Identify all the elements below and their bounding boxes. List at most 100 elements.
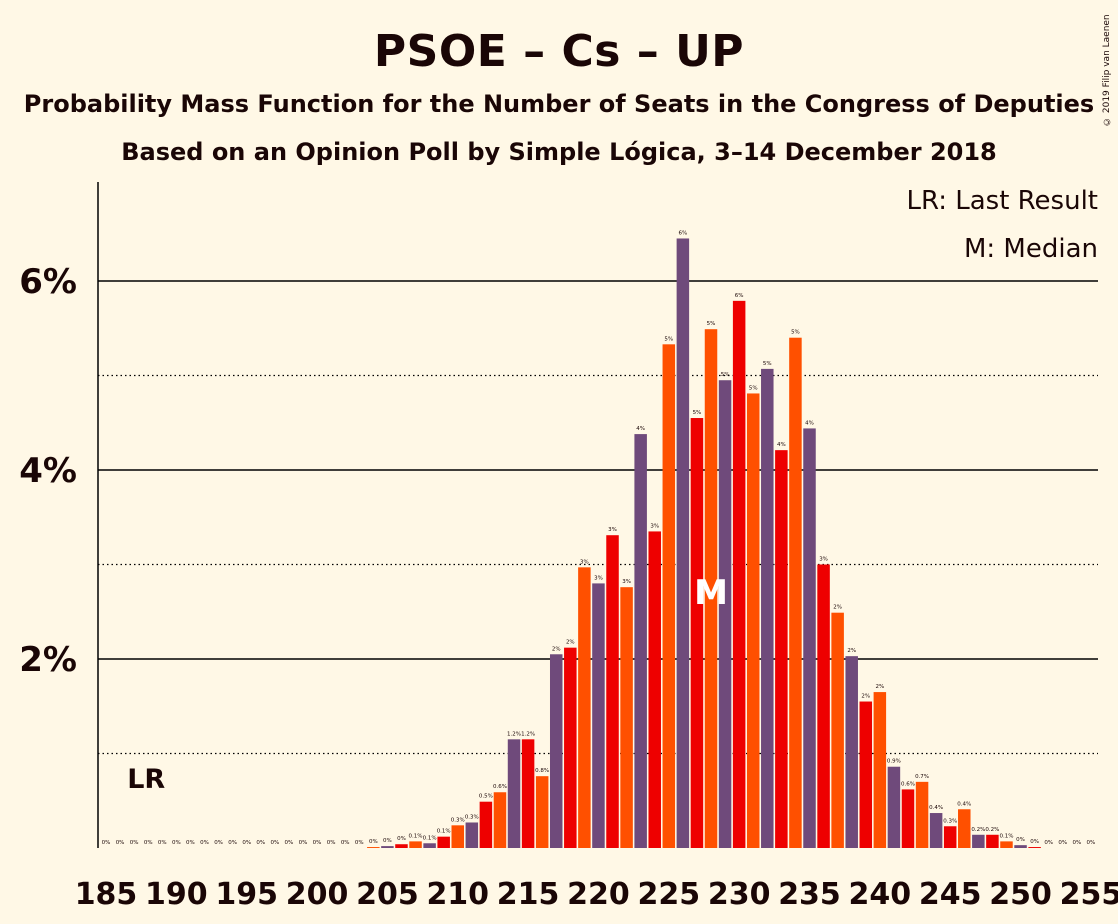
bar-label-seat-228: 5% — [707, 321, 716, 327]
bar-seat-213 — [493, 792, 507, 848]
bar-label-seat-212: 0.5% — [479, 794, 493, 800]
bar-seat-215 — [521, 739, 535, 848]
legend-median: M: Median — [963, 234, 1098, 264]
bar-label-seat-205: 0% — [383, 838, 392, 844]
bar-seat-220 — [592, 583, 605, 848]
bar-label-seat-239: 2% — [861, 694, 870, 700]
x-tick-label: 185 — [75, 877, 138, 912]
bar-label-seat-222: 3% — [622, 579, 631, 585]
bar-label-seat-198: 0% — [285, 840, 294, 846]
y-tick-label: 6% — [19, 262, 77, 302]
bar-seat-244 — [929, 813, 943, 848]
bar-label-seat-251: 0% — [1030, 839, 1039, 845]
bar-seat-232 — [761, 368, 774, 848]
bar-label-seat-243: 0.7% — [915, 774, 929, 780]
bar-seat-229 — [718, 380, 732, 848]
bar-seat-251 — [1028, 847, 1041, 848]
bar-label-seat-250: 0% — [1016, 837, 1025, 843]
bar-label-seat-254: 0% — [1072, 840, 1081, 846]
bar-seat-216 — [535, 776, 549, 848]
bar-label-seat-235: 4% — [805, 420, 814, 426]
bar-label-seat-238: 2% — [847, 648, 856, 654]
bar-label-seat-241: 0.9% — [887, 759, 901, 765]
bar-seat-235 — [803, 428, 816, 848]
bar-label-seat-242: 0.6% — [901, 781, 915, 787]
bar-label-seat-185: 0% — [102, 840, 111, 846]
bar-seat-231 — [746, 393, 760, 848]
bar-label-seat-221: 3% — [608, 527, 617, 533]
bar-seat-228 — [704, 329, 718, 848]
bar-label-seat-196: 0% — [256, 840, 265, 846]
bar-seat-246 — [958, 809, 971, 848]
bar-seat-247 — [972, 834, 985, 848]
bar-label-seat-186: 0% — [116, 840, 125, 846]
chart-subtitle-2: Based on an Opinion Poll by Simple Lógic… — [121, 138, 997, 166]
bar-label-seat-210: 0.3% — [451, 817, 465, 823]
bar-seat-243 — [915, 781, 929, 848]
bar-seat-206 — [395, 844, 408, 848]
y-tick-labels: 2% 4% 6% — [19, 262, 77, 680]
bar-label-seat-195: 0% — [242, 840, 251, 846]
bar-label-seat-226: 6% — [679, 230, 688, 236]
bar-label-seat-214: 1.2% — [507, 731, 521, 737]
bar-seat-212 — [479, 801, 493, 848]
bar-label-seat-191: 0% — [186, 840, 195, 846]
bar-label-seat-197: 0% — [270, 840, 279, 846]
bar-label-seat-219: 3% — [580, 559, 589, 565]
bar-labels: 0% 0% 0% 0% 0% 0% 0% 0% 0% 0% 0% 0% 0% 0% 0% 0% 0% 0% 0% 0%… — [102, 230, 1096, 846]
x-tick-label: 250 — [989, 877, 1052, 912]
bar-seat-242 — [901, 789, 915, 848]
bar-label-seat-192: 0% — [200, 840, 209, 846]
x-tick-label: 225 — [637, 877, 700, 912]
bar-label-seat-255: 0% — [1087, 840, 1096, 846]
bar-seat-217 — [549, 654, 563, 848]
bar-label-seat-189: 0% — [158, 840, 167, 846]
bar-label-seat-245: 0.3% — [943, 818, 957, 824]
legend-last-result: LR: Last Result — [906, 186, 1098, 216]
x-tick-label: 200 — [286, 877, 349, 912]
bar-seat-214 — [507, 739, 521, 848]
x-tick-label: 215 — [497, 877, 560, 912]
bar-label-seat-237: 2% — [833, 605, 842, 611]
bar-label-seat-252: 0% — [1044, 840, 1053, 846]
x-tick-label: 205 — [356, 877, 419, 912]
bar-seat-225 — [662, 344, 676, 848]
bar-seat-211 — [465, 822, 479, 848]
bar-seat-223 — [634, 434, 647, 848]
bar-seat-207 — [409, 841, 422, 848]
bar-seat-237 — [831, 612, 844, 848]
x-tick-label: 190 — [145, 877, 208, 912]
bar-label-seat-220: 3% — [594, 575, 603, 581]
x-tick-label: 230 — [708, 877, 771, 912]
bar-label-seat-248: 0.2% — [985, 827, 999, 833]
bar-seat-233 — [775, 450, 788, 848]
bar-label-seat-203: 0% — [355, 840, 364, 846]
bar-seat-249 — [1000, 841, 1013, 848]
bar-label-seat-227: 5% — [693, 410, 702, 416]
bar-label-seat-247: 0.2% — [971, 827, 985, 833]
bar-label-seat-225: 5% — [664, 336, 673, 342]
x-tick-label: 195 — [215, 877, 278, 912]
bar-seat-224 — [648, 531, 661, 848]
bar-label-seat-229: 5% — [721, 372, 730, 378]
x-tick-label: 220 — [567, 877, 630, 912]
bar-label-seat-233: 4% — [777, 442, 786, 448]
bar-label-seat-217: 2% — [552, 646, 561, 652]
bar-label-seat-215: 1.2% — [521, 731, 535, 737]
bar-seat-219 — [578, 567, 591, 848]
bar-label-seat-199: 0% — [299, 840, 308, 846]
bar-seat-248 — [986, 834, 999, 848]
bar-seat-221 — [606, 535, 619, 848]
bar-seat-204 — [367, 847, 380, 848]
bar-label-seat-218: 2% — [566, 640, 575, 646]
bar-seat-205 — [381, 846, 394, 848]
bar-seat-209 — [437, 836, 450, 848]
bar-seat-208 — [423, 843, 436, 848]
x-tick-label: 235 — [778, 877, 841, 912]
bar-label-seat-234: 5% — [791, 330, 800, 336]
bar-label-seat-200: 0% — [313, 840, 322, 846]
x-tick-label: 210 — [426, 877, 489, 912]
bar-label-seat-193: 0% — [214, 840, 223, 846]
bar-seat-241 — [887, 766, 901, 848]
